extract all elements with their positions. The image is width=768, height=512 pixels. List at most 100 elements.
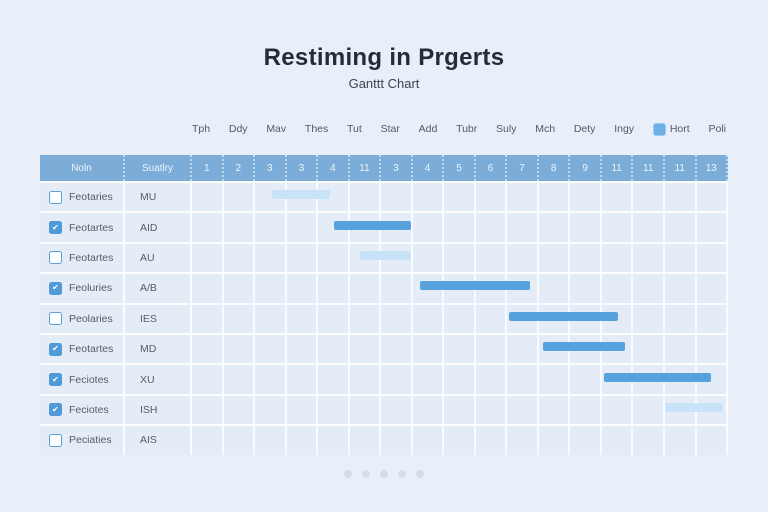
gantt-track [192,213,729,242]
gantt-grid-cell [507,365,539,394]
day-label: Dety [573,123,596,135]
gantt-grid-cell [697,395,729,425]
gantt-grid-cell [539,395,571,425]
gantt-grid-cell [570,365,602,394]
gantt-grid-cell [318,243,350,273]
task-value: XU [125,365,192,394]
gantt-grid-cell [192,243,224,273]
gantt-grid-cell [255,243,287,273]
gantt-bar[interactable] [271,190,330,200]
gantt-grid-cell [413,243,445,273]
task-value: AU [125,243,192,273]
task-name-cell: ✔ Feotartes [40,213,125,242]
gantt-grid-cell [224,183,256,212]
gantt-grid-cell [476,213,508,242]
gantt-grid-cell [602,274,634,303]
gantt-grid-cell [602,395,634,425]
task-label: Peciaties [69,434,112,447]
gantt-grid-cell [255,395,287,425]
gantt-grid-cell [350,274,382,303]
day-label: Poli [708,123,726,135]
gantt-grid-cell [476,243,508,273]
gantt-grid-cell [444,395,476,425]
gantt-grid-cell [413,334,445,364]
day-label: Ingy [614,123,635,135]
gantt-grid-cell [350,365,382,394]
gantt-grid-cell [476,304,508,333]
day-number-cell: 13 [697,155,729,181]
gantt-grid-cell [570,183,602,212]
task-checkbox[interactable] [49,312,62,326]
gantt-bar[interactable] [543,342,626,352]
gantt-grid-cell [570,213,602,242]
task-checkbox[interactable] [49,251,62,265]
day-label: Mav [266,123,287,135]
gantt-grid-cell [444,183,476,212]
day-label: Ddy [228,123,248,135]
gantt-grid-cell [287,243,319,273]
task-value: ISH [125,395,192,425]
day-label: Mch [535,123,556,135]
day-number-cell: 4 [413,155,445,181]
gantt-grid-cell [318,183,350,212]
gantt-grid-cell [287,365,319,394]
gantt-bar[interactable] [604,372,712,382]
gantt-grid-cell [287,304,319,333]
task-checkbox[interactable]: ✔ [49,342,62,356]
gantt-grid-cell [507,183,539,212]
gantt-grid-cell [255,304,287,333]
gantt-grid-cell [381,426,413,455]
task-name-cell: Feotaries [40,183,125,212]
gantt-grid-cell [224,213,256,242]
gantt-bar[interactable] [334,220,412,230]
pagination-dot[interactable] [398,470,406,478]
gantt-grid-cell [224,274,256,303]
pagination-dot[interactable] [380,470,388,478]
gantt-grid-cell [602,183,634,212]
gantt-grid-cell [444,304,476,333]
gantt-bar[interactable] [508,311,618,321]
day-label: Thes [304,123,329,135]
pagination-dot[interactable] [344,470,352,478]
gantt-grid-cell [381,304,413,333]
gantt-grid-cell [255,213,287,242]
task-checkbox[interactable]: ✔ [49,403,62,417]
gantt-grid-cell [665,334,697,364]
day-label: Suly [496,123,517,135]
day-number-cell: 3 [255,155,287,181]
gantt-bar[interactable] [359,250,411,260]
gantt-grid-cell [413,365,445,394]
gantt-bar[interactable] [664,402,723,412]
task-checkbox[interactable]: ✔ [49,373,62,387]
gantt-grid-cell [697,365,729,394]
gantt-track [192,365,729,394]
gantt-bar[interactable] [419,281,530,291]
gantt-grid-cell [318,334,350,364]
gantt-grid-cell [350,395,382,425]
day-label: Tph [192,123,211,135]
gantt-grid-cell [570,243,602,273]
task-name-cell: ✔ Feciotes [40,365,125,394]
pagination-dots [0,470,768,478]
pagination-dot[interactable] [362,470,370,478]
day-number-cell: 7 [507,155,539,181]
task-checkbox[interactable]: ✔ [49,281,62,295]
gantt-grid-cell [255,274,287,303]
task-value: MU [125,183,192,212]
gantt-grid-cell [633,183,665,212]
day-label: Tut [347,123,362,135]
page-subtitle: Ganttt Chart [348,76,420,91]
gantt-grid-cell [287,213,319,242]
gantt-grid-cell [381,395,413,425]
task-checkbox[interactable] [49,433,62,447]
task-label: Feotartes [69,251,114,264]
gantt-grid-cell [697,334,729,364]
legend-item-hort[interactable]: Hort [652,122,690,136]
task-checkbox[interactable]: ✔ [49,221,62,235]
task-checkbox[interactable] [49,190,62,204]
gantt-grid-cell [192,183,224,212]
gantt-grid-cell [633,274,665,303]
pagination-dot[interactable] [416,470,424,478]
task-label: Feoluries [69,282,113,295]
gantt-grid-cell [318,426,350,455]
